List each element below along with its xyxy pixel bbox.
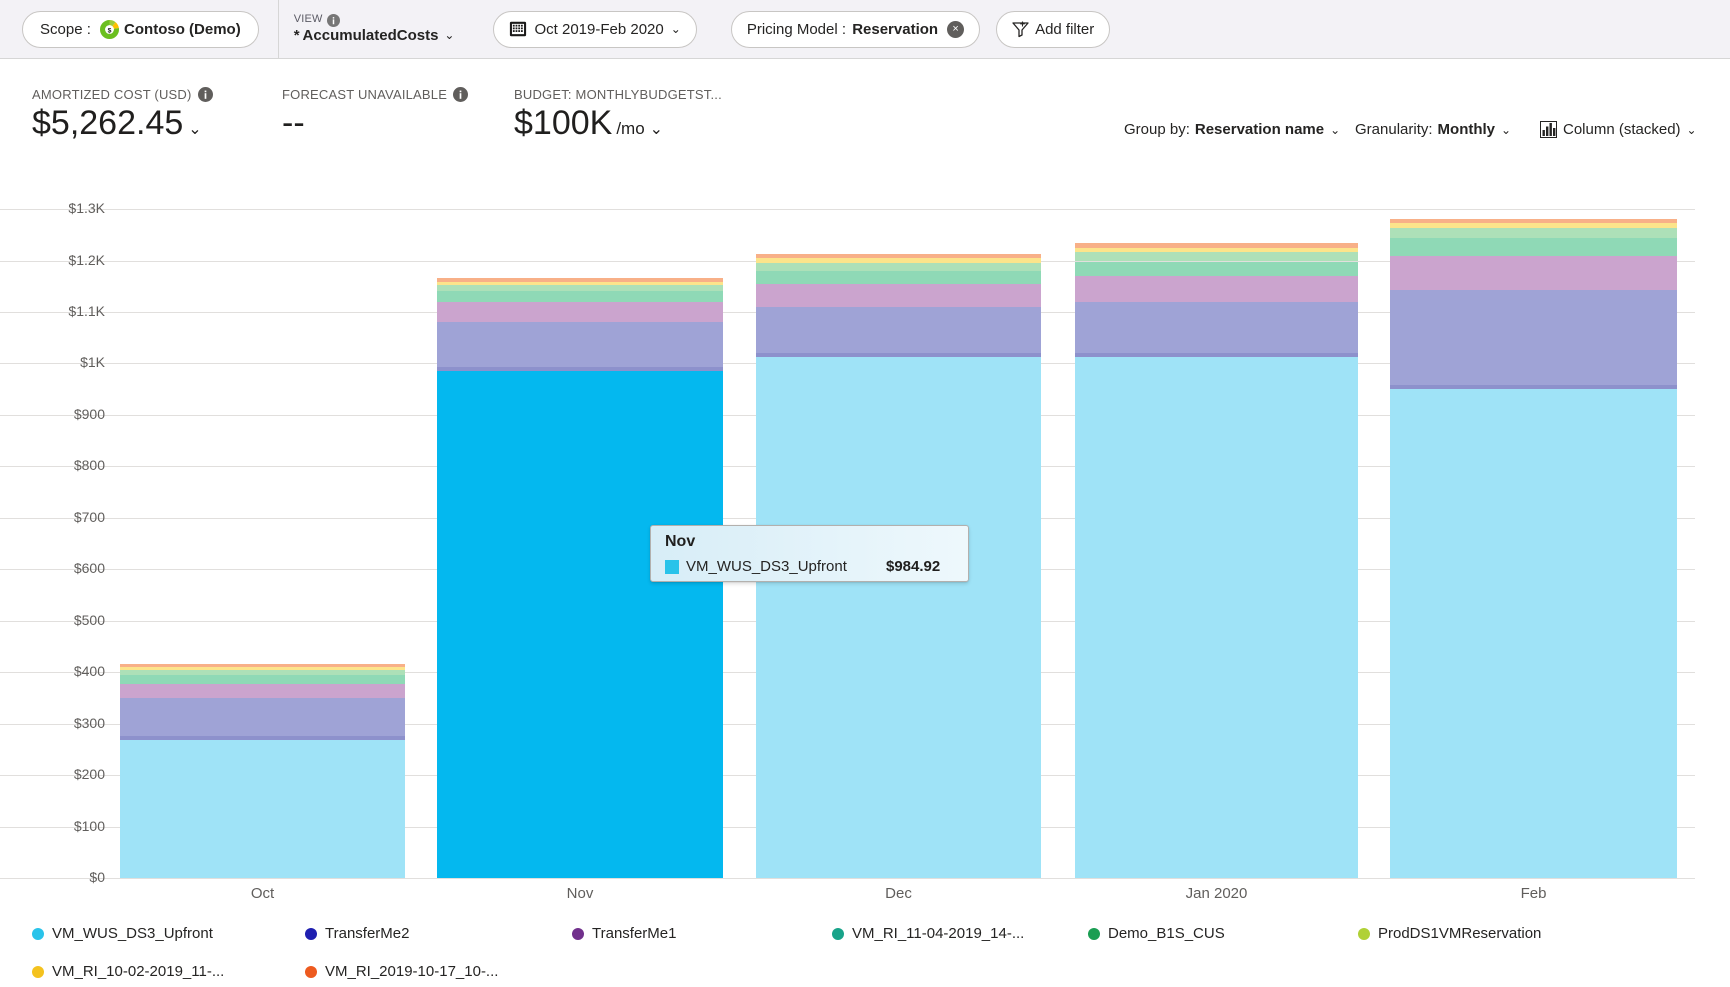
svg-text:$: $	[108, 27, 112, 34]
